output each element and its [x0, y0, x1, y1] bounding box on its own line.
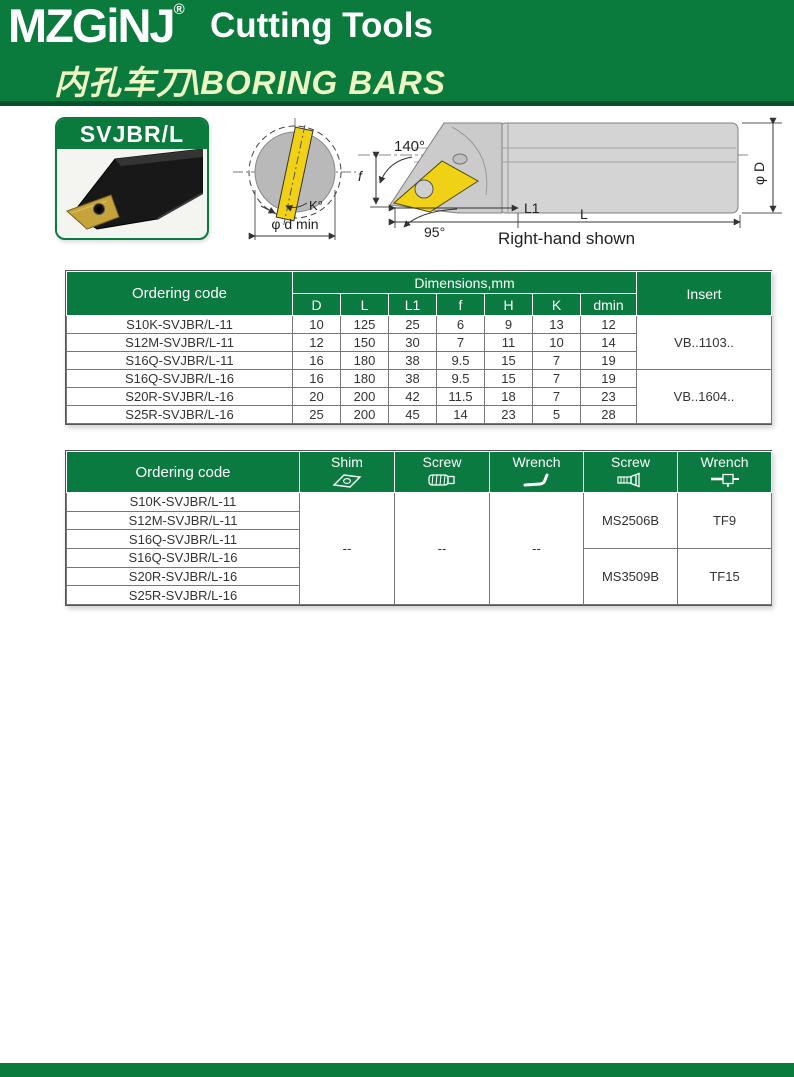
ordering-code: S20R-SVJBR/L-16: [66, 566, 300, 587]
screw2-value: MS2506B: [583, 491, 678, 550]
flat-screw-icon: [616, 472, 640, 488]
spring-screw-icon: [428, 474, 455, 486]
shim-icon: [332, 474, 362, 488]
shim-header: Shim: [299, 451, 395, 493]
f-label: f: [358, 168, 364, 184]
ordering-code: S16Q-SVJBR/L-11: [66, 351, 293, 370]
insert-header: Insert: [636, 271, 773, 316]
wrench-header-2: Wrench: [677, 451, 772, 493]
front-view-diagram: K° φ d min: [233, 118, 357, 240]
hand-note: Right-hand shown: [498, 229, 635, 248]
col-h: H: [484, 293, 533, 316]
screw-header-2: Screw: [583, 451, 678, 493]
insert-code: VB..1604..: [636, 369, 773, 424]
ordering-code-header: Ordering code: [66, 451, 300, 493]
dimensions-table: Ordering code Dimensions,mm Insert D L L…: [65, 270, 773, 425]
insert-section: [275, 124, 314, 225]
ordering-code: S16Q-SVJBR/L-11: [66, 529, 300, 550]
product-box: SVJBR/L: [55, 117, 209, 240]
screw2-value: MS3509B: [583, 548, 678, 606]
table-row: S16Q-SVJBR/L-16 MS3509B TF15: [66, 548, 772, 606]
table-row: S16Q-SVJBR/L-11 16 180 38 9.5 15 7 19: [66, 351, 772, 370]
table-row: S25R-SVJBR/L-16: [66, 585, 772, 606]
registered-mark: ®: [173, 1, 185, 18]
ordering-code: S25R-SVJBR/L-16: [66, 585, 300, 606]
torx-wrench-icon: [710, 473, 739, 487]
accessories-table: Ordering code Shim Screw: [65, 450, 772, 607]
screw-header-1: Screw: [394, 451, 490, 493]
table-row: S10K-SVJBR/L-11 10 125 25 6 9 13 12 VB..110…: [66, 315, 773, 370]
ordering-code: S16Q-SVJBR/L-16: [66, 369, 293, 388]
angle-95-label: 95°: [424, 224, 445, 240]
hex-wrench-icon: [523, 473, 548, 487]
brand-name: MZGiNJ: [8, 0, 176, 52]
footer-bar: [0, 1063, 794, 1077]
side-view-diagram: 140° f L1 L 95° φ D Right-hand shown: [358, 117, 782, 248]
ordering-code: S12M-SVJBR/L-11: [66, 510, 300, 531]
ordering-code: S16Q-SVJBR/L-16: [66, 548, 300, 568]
product-model-label: SVJBR/L: [57, 119, 207, 149]
k-angle-label: K°: [309, 198, 323, 213]
phi-d-label: φ D: [751, 162, 767, 185]
wrench2-value: TF15: [677, 548, 772, 606]
ordering-code: S12M-SVJBR/L-11: [66, 333, 293, 352]
insert-photo: [66, 194, 120, 230]
table-row: S25R-SVJBR/L-16 25 200 45 14 23 5 28: [66, 405, 772, 424]
page-subtitle: 内孔车刀\BORING BARS: [54, 64, 446, 101]
ordering-code: S25R-SVJBR/L-16: [66, 405, 293, 424]
col-k: K: [532, 293, 581, 316]
angle-140-label: 140°: [394, 138, 425, 155]
insert-code: VB..1103..: [636, 315, 773, 370]
col-dmin: dmin: [579, 293, 638, 316]
l-label: L: [580, 206, 588, 222]
col-f: f: [436, 293, 485, 316]
table-row: S10K-SVJBR/L-11 -- -- -- MS2506B TF9: [66, 491, 772, 606]
ordering-code: S20R-SVJBR/L-16: [66, 387, 293, 406]
col-l1: L1: [388, 293, 437, 316]
ordering-code: S10K-SVJBR/L-11: [66, 315, 293, 334]
dmin-label: φ d min: [271, 216, 318, 232]
ordering-code-header: Ordering code: [66, 271, 293, 316]
screw1-value: --: [394, 491, 490, 606]
l1-label: L1: [524, 200, 540, 216]
ordering-code: S10K-SVJBR/L-11: [66, 492, 300, 512]
col-d: D: [292, 293, 341, 316]
table-row: S16Q-SVJBR/L-11: [66, 529, 772, 550]
brand-title: Cutting Tools: [210, 6, 433, 45]
table-row: S16Q-SVJBR/L-16 16 180 38 9.5 15 7 19 VB..1…: [66, 369, 773, 424]
col-l: L: [340, 293, 389, 316]
wrench-header-1: Wrench: [489, 451, 584, 493]
header-banner: MZGiNJ® Cutting Tools 内孔车刀\BORING BARS: [0, 0, 794, 106]
boring-bar-photo: [57, 149, 203, 234]
shim-value: --: [299, 491, 395, 606]
brand-logo: MZGiNJ®: [8, 0, 185, 53]
dimensions-header: Dimensions,mm: [291, 271, 638, 294]
wrench2-value: TF9: [677, 491, 772, 550]
wrench1-value: --: [489, 491, 584, 606]
